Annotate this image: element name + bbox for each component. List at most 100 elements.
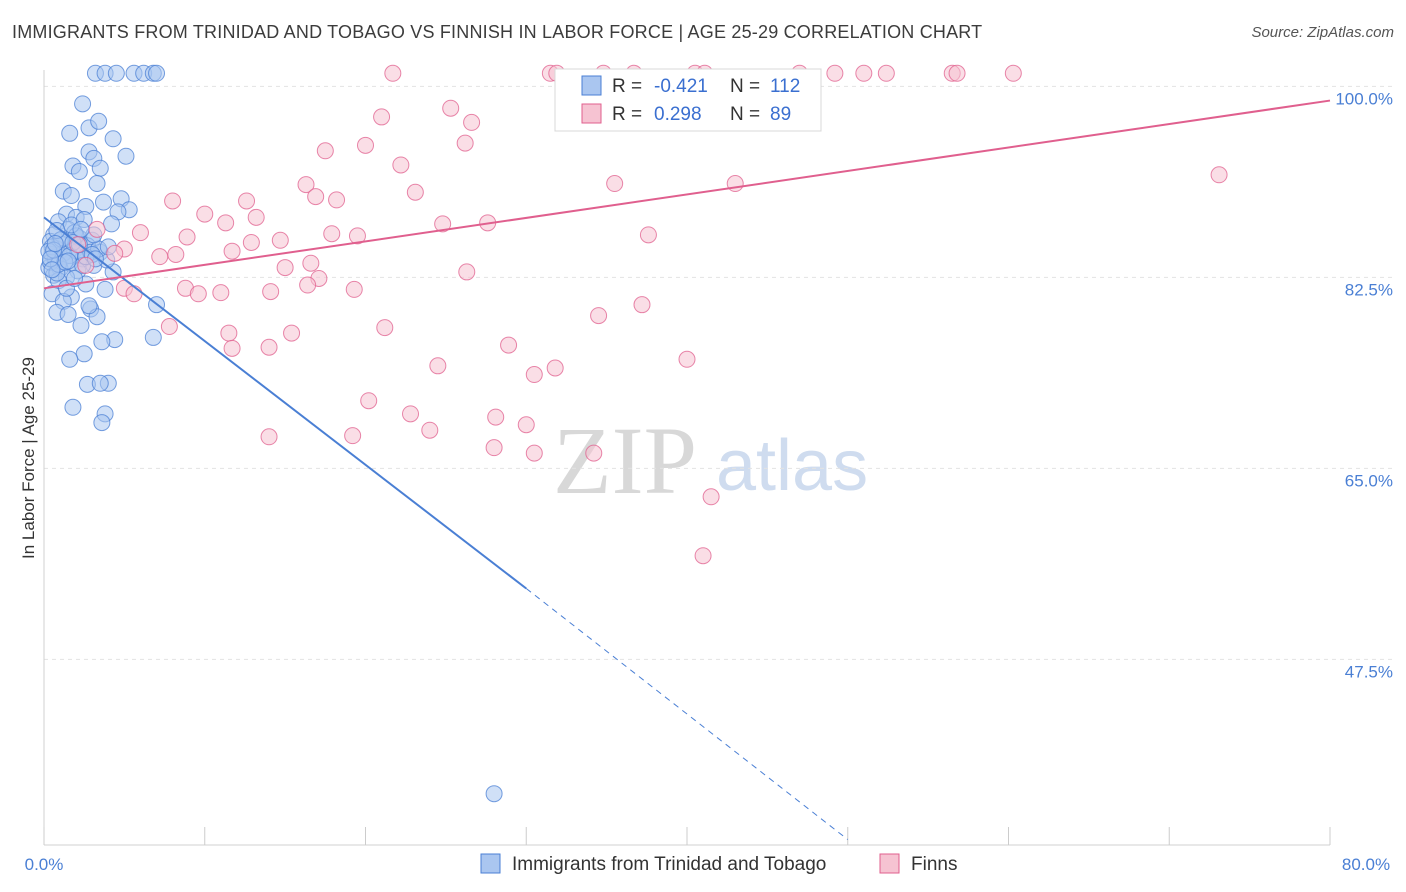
point-finns [421,421,439,439]
y-tick-label: 65.0% [1345,471,1393,490]
point-finns [348,227,366,245]
point-trinidad [91,159,109,177]
point-trinidad [46,235,64,253]
stats-r-label-blue: R = [612,76,642,97]
point-finns [223,339,241,357]
point-finns [585,444,603,462]
point-trinidad [64,398,82,416]
point-trinidad [61,124,79,142]
point-finns [948,64,966,82]
point-trinidad [80,297,98,315]
trend-line-trinidad-extrapolated [525,588,849,840]
point-finns [678,350,696,368]
point-finns [344,427,362,445]
point-finns [307,188,325,206]
point-trinidad [59,306,77,324]
point-finns [262,283,280,301]
stats-n-label-pink: N = [730,104,760,125]
point-finns [271,231,289,249]
source-label: Source: ZipAtlas.com [1251,24,1394,41]
point-trinidad [144,328,162,346]
point-finns [164,192,182,210]
point-finns [125,285,143,303]
y-tick-label: 47.5% [1345,662,1393,681]
point-finns [402,405,420,423]
point-trinidad [62,187,80,205]
point-trinidad [103,215,121,233]
legend-label-trinidad: Immigrants from Trinidad and Tobago [512,854,826,875]
point-trinidad [72,220,90,238]
legend-swatch-trinidad [480,853,501,874]
legend-label-finns: Finns [911,854,957,875]
point-trinidad [90,112,108,130]
point-finns [429,357,447,375]
point-finns [1210,166,1228,184]
point-finns [877,64,895,82]
point-finns [525,444,543,462]
point-finns [458,263,476,281]
point-finns [302,254,320,272]
point-finns [260,428,278,446]
point-finns [376,319,394,337]
point-finns [297,176,315,194]
point-trinidad [485,785,503,803]
point-trinidad [104,130,122,148]
point-trinidad [59,252,77,270]
point-finns [546,359,564,377]
point-trinidad [94,193,112,211]
stats-n-label-blue: N = [730,76,760,97]
point-finns [167,245,185,263]
point-finns [247,208,265,226]
point-finns [283,324,301,342]
point-finns [131,224,149,242]
y-axis-label: In Labor Force | Age 25-29 [19,357,38,559]
point-finns [345,280,363,298]
point-finns [260,338,278,356]
point-finns [151,248,169,266]
point-finns [633,296,651,314]
trend-line-trinidad [43,216,527,590]
watermark-atlas: atlas [716,426,868,506]
point-finns [463,113,481,131]
point-finns [178,228,196,246]
point-finns [702,488,720,506]
point-finns [242,233,260,251]
point-finns [328,191,346,209]
point-finns [442,99,460,117]
stats-swatch-blue [581,75,602,96]
point-finns [485,439,503,457]
point-finns [220,324,238,342]
point-finns [189,285,207,303]
point-finns [160,318,178,336]
trend-line-finns [43,99,1331,290]
point-trinidad [74,95,92,113]
point-trinidad [61,350,79,368]
point-finns [384,64,402,82]
point-finns [360,392,378,410]
watermark: ZIP atlas [553,407,868,514]
point-finns [606,175,624,193]
point-finns [487,408,505,426]
x-tick-label-max: 80.0% [1342,855,1390,874]
point-finns [238,192,256,210]
y-tick-label: 100.0% [1335,89,1393,108]
trend-lines [43,99,1331,840]
point-finns [106,244,124,262]
point-trinidad [96,280,114,298]
point-finns [826,64,844,82]
point-trinidad [72,316,90,334]
point-trinidad [107,64,125,82]
point-finns [456,134,474,152]
point-trinidad [91,374,109,392]
x-tick-label-min: 0.0% [25,855,64,874]
stats-legend-box: R = -0.421 N = 112 R = 0.298 N = 89 [554,68,822,132]
point-finns [88,220,106,238]
point-finns [217,214,235,232]
point-trinidad [93,333,111,351]
point-finns [406,183,424,201]
point-trinidad [148,64,166,82]
stats-n-value-pink: 89 [770,104,791,125]
point-finns [517,416,535,434]
bottom-legend: Immigrants from Trinidad and Tobago Finn… [480,853,957,875]
